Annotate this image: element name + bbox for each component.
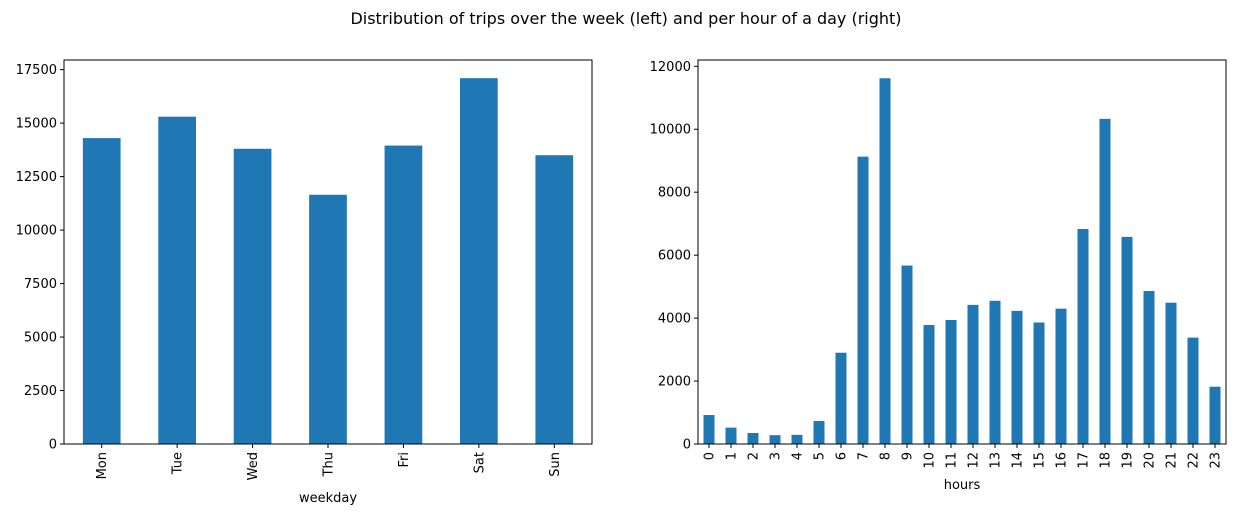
y-tick-label: 4000	[658, 312, 691, 327]
y-tick-label: 8000	[658, 186, 691, 201]
bar-11	[945, 319, 957, 444]
x-tick-label: 9	[901, 452, 916, 460]
y-tick-label: 6000	[658, 249, 691, 264]
bar-Thu	[309, 194, 347, 444]
bar-3	[769, 435, 781, 444]
x-tick-label: 3	[769, 452, 784, 460]
x-tick-label: 7	[857, 452, 872, 460]
x-tick-label: 1	[725, 452, 740, 460]
x-tick-label: 23	[1209, 452, 1224, 469]
y-tick-label: 7500	[24, 277, 57, 292]
x-tick-label: 12	[967, 452, 982, 469]
x-tick-label: 21	[1165, 452, 1180, 469]
bar-Sun	[535, 155, 574, 444]
bar-9	[901, 265, 913, 444]
bar-13	[989, 300, 1001, 444]
x-tick-label: 19	[1121, 452, 1136, 469]
bar-4	[791, 434, 803, 444]
bar-23	[1209, 386, 1221, 444]
bar-22	[1187, 337, 1199, 444]
x-tick-label: Sun	[548, 452, 563, 477]
x-tick-label: 5	[813, 452, 828, 460]
x-tick-label: Fri	[397, 452, 412, 468]
x-tick-label: Tue	[171, 452, 186, 475]
x-tick-label: 2	[747, 452, 762, 460]
bar-1	[725, 427, 737, 444]
bar-14	[1011, 310, 1023, 444]
bar-16	[1055, 308, 1067, 444]
bar-0	[703, 415, 715, 444]
x-tick-label: 18	[1099, 452, 1114, 469]
x-tick-label: 0	[703, 452, 718, 460]
x-tick-label: 10	[923, 452, 938, 469]
bar-2	[747, 432, 759, 444]
x-tick-label: 15	[1033, 452, 1048, 469]
figure-title: Distribution of trips over the week (lef…	[350, 9, 901, 28]
bar-8	[879, 78, 891, 444]
bar-12	[967, 304, 979, 444]
y-tick-label: 15000	[16, 117, 57, 132]
y-tick-label: 17500	[16, 63, 57, 78]
bar-Tue	[158, 116, 196, 444]
x-tick-label: Thu	[322, 452, 337, 477]
x-tick-label: 16	[1055, 452, 1070, 469]
x-tick-label: Mon	[95, 452, 110, 479]
bar-Sat	[460, 78, 498, 445]
y-tick-label: 0	[683, 438, 691, 453]
bar-10	[923, 325, 935, 444]
bar-5	[813, 421, 825, 444]
weekday-chart: 0 2500 5000 7500 10000 12500 15000 17500 Mon Tue W…	[16, 59, 593, 506]
y-tick-label: 10000	[650, 123, 691, 138]
x-tick-label: 6	[835, 452, 850, 460]
x-tick-label: 4	[791, 452, 806, 460]
bar-Wed	[233, 148, 272, 444]
y-tick-label: 2000	[658, 375, 691, 390]
x-tick-label: 14	[1011, 452, 1026, 469]
bar-Mon	[82, 138, 121, 444]
bar-20	[1143, 291, 1155, 444]
bar-17	[1077, 229, 1089, 444]
x-tick-label: 22	[1187, 452, 1202, 469]
y-tick-label: 12500	[16, 170, 57, 185]
plot-frame	[697, 59, 1227, 445]
x-tick-label: 11	[945, 452, 960, 469]
bar-19	[1121, 236, 1133, 444]
x-tick-label: 17	[1077, 452, 1092, 469]
y-tick-label: 12000	[650, 60, 691, 75]
x-tick-label: Sat	[472, 452, 487, 473]
x-tick-label: 13	[989, 452, 1004, 469]
bar-7	[857, 156, 869, 444]
bar-6	[835, 352, 847, 444]
y-tick-label: 10000	[16, 224, 57, 239]
y-tick-label: 2500	[24, 384, 57, 399]
bar-21	[1165, 302, 1177, 444]
y-tick-label: 0	[49, 438, 57, 453]
bar-15	[1033, 322, 1045, 444]
bar-18	[1099, 118, 1111, 445]
y-tick-label: 5000	[24, 331, 57, 346]
x-tick-label: 20	[1143, 452, 1158, 469]
x-axis-label: weekday	[299, 491, 357, 506]
x-tick-label: 8	[879, 452, 894, 460]
bar-Fri	[384, 145, 423, 444]
x-axis-label: hours	[944, 478, 981, 493]
x-tick-label: Wed	[246, 452, 261, 480]
